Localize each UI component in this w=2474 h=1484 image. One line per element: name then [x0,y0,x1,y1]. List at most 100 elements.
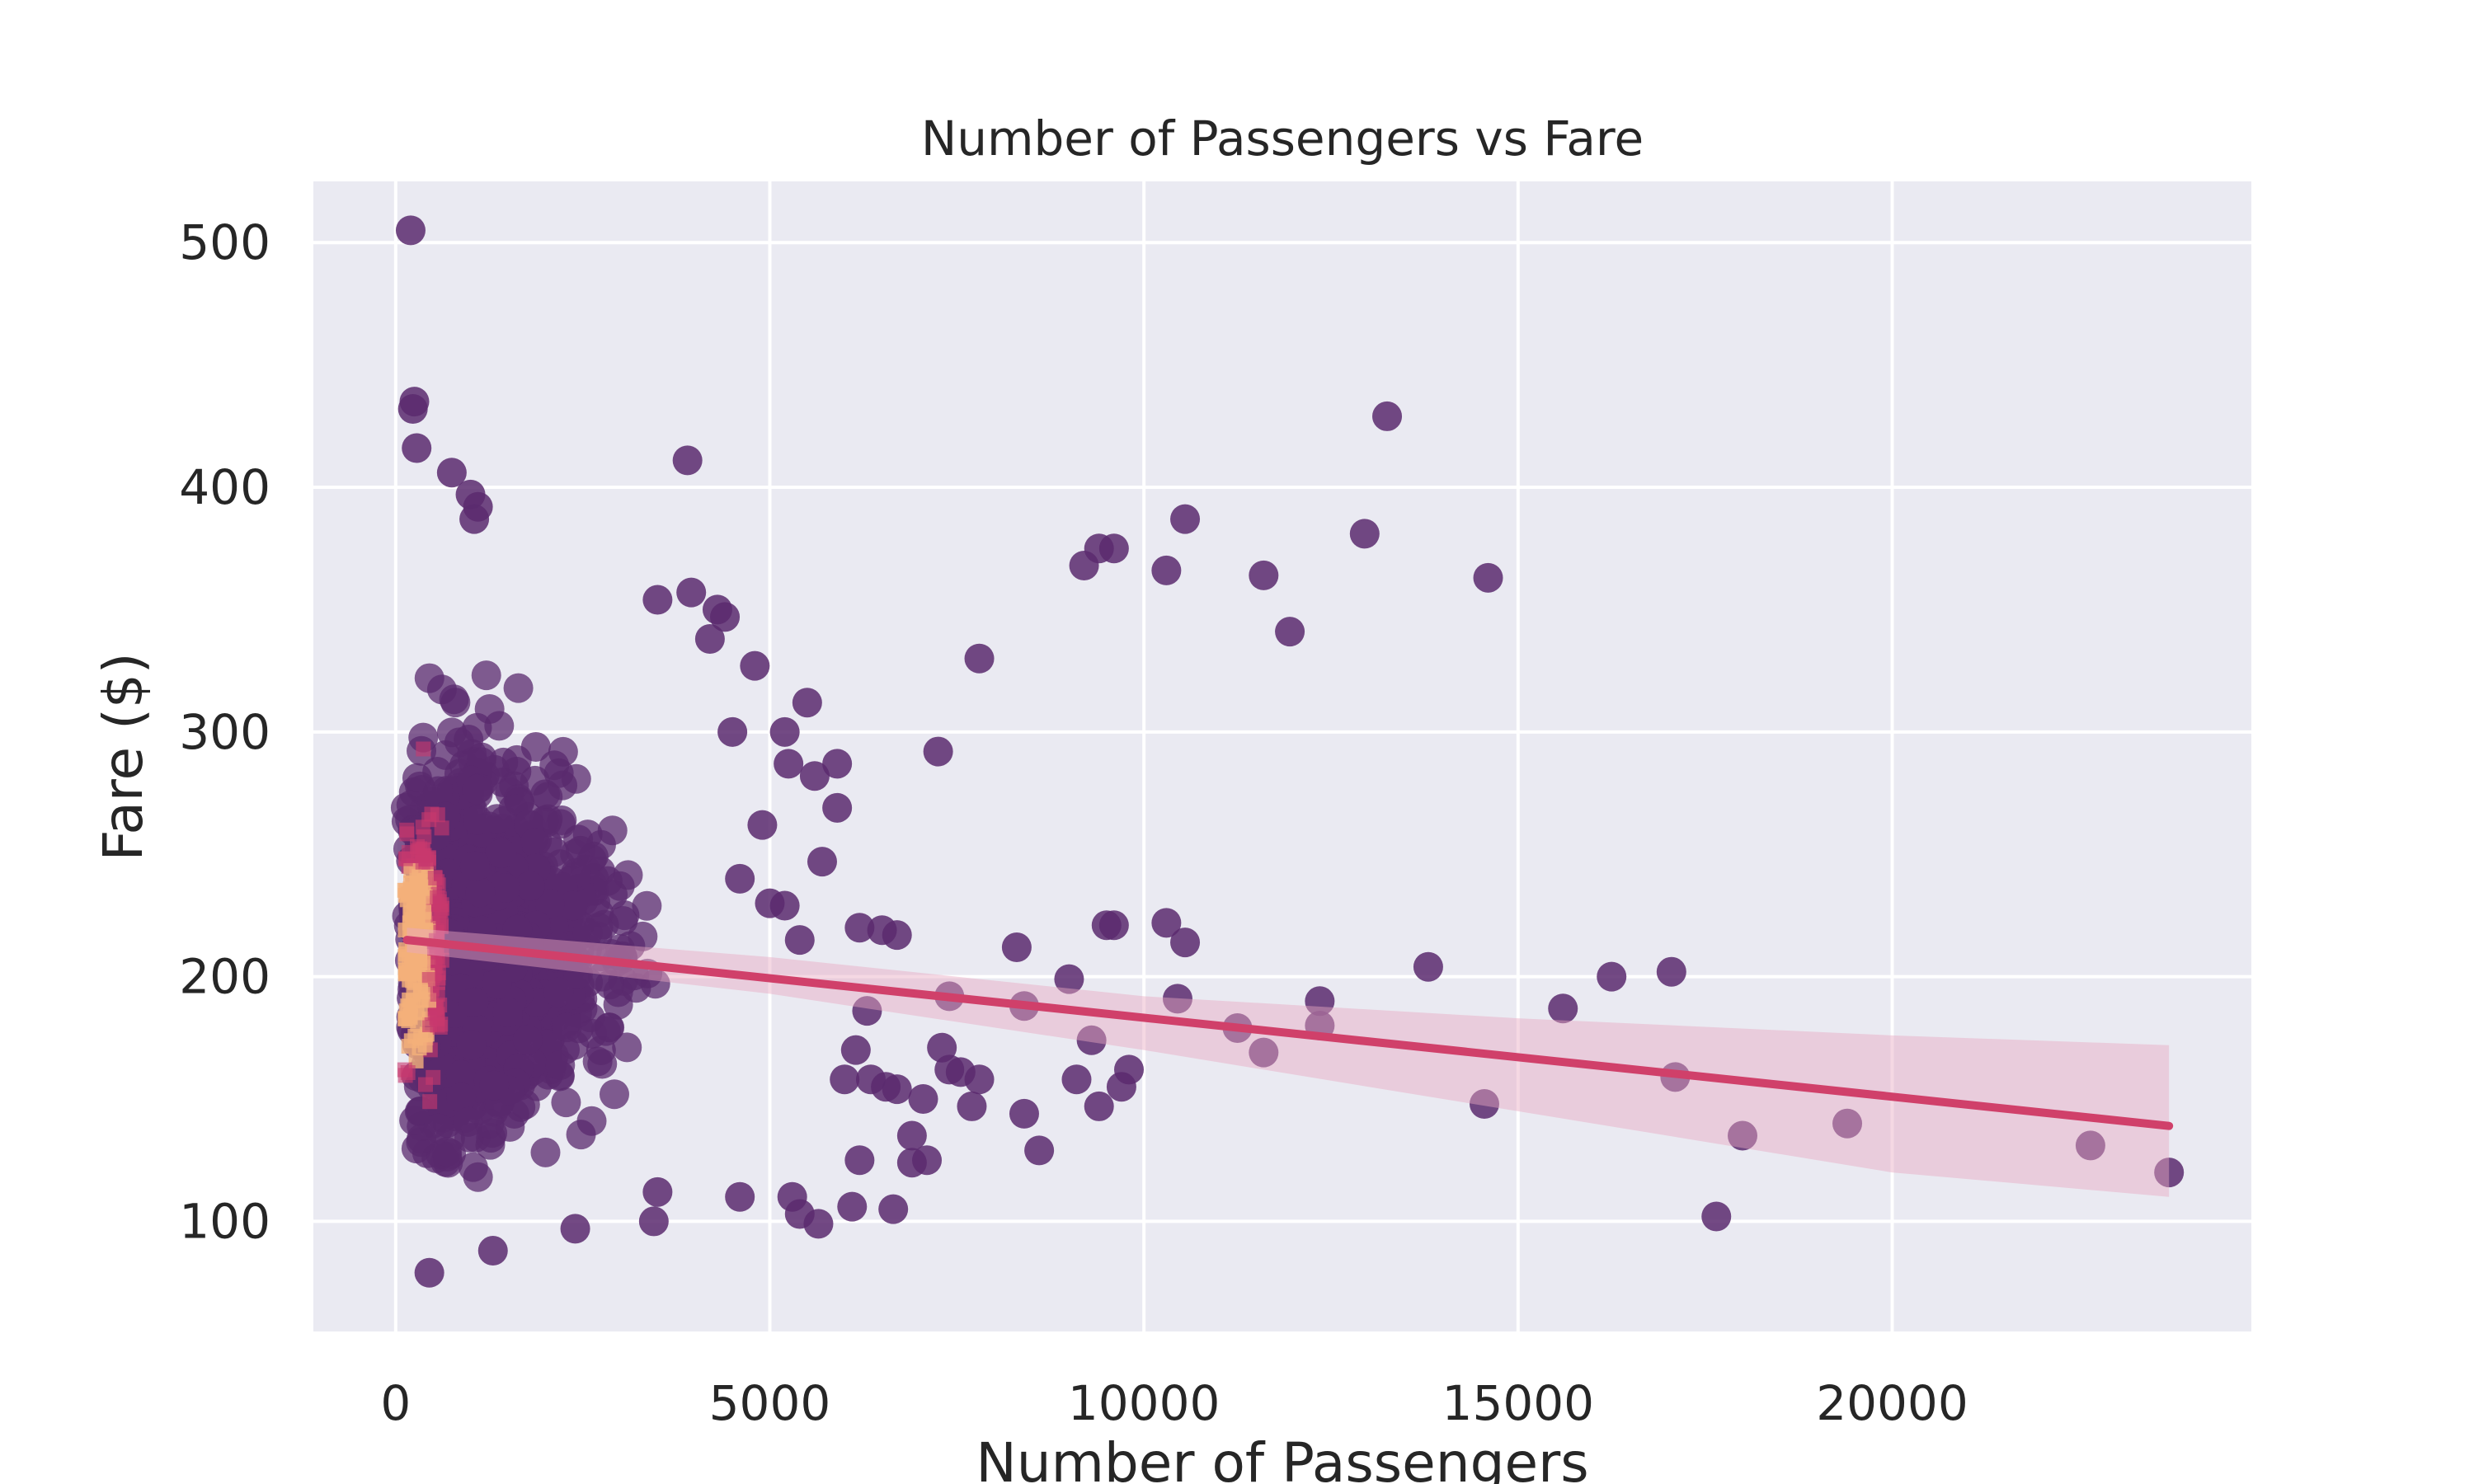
data-point [479,1070,510,1101]
y-tick-label: 100 [179,1193,270,1249]
data-point [543,977,574,1007]
y-axis-label: Fare ($) [92,652,155,861]
data-point [638,1206,669,1237]
data-point [414,663,444,693]
density-cell [421,851,436,866]
data-point [566,1120,596,1150]
density-cell [401,886,416,902]
data-point [799,761,830,791]
data-point [1098,910,1129,941]
data-point [1832,1108,1863,1139]
data-point [548,736,578,767]
data-point [436,458,467,488]
data-point [492,998,523,1028]
y-tick-label: 500 [179,214,270,270]
density-cell [430,890,445,905]
data-point [1249,560,1279,590]
data-points [395,215,2185,1288]
data-point [2154,1158,2185,1188]
data-point [545,1050,576,1080]
density-cell [415,819,430,835]
data-point [1061,1064,1092,1095]
plot-background [313,181,2251,1331]
density-cell [416,904,431,920]
data-point [467,915,497,946]
x-tick-label: 5000 [709,1375,831,1431]
data-point [1151,908,1182,938]
data-point [957,1091,987,1121]
data-point [2075,1130,2105,1161]
y-tick-label: 300 [179,704,270,760]
data-point [423,1113,454,1144]
data-point [923,736,953,767]
data-point [1170,504,1201,534]
data-point [642,1176,673,1207]
regression-fit [402,928,2174,1197]
data-point [632,890,662,921]
data-point [560,1214,590,1244]
data-point [599,1079,629,1110]
data-point [642,585,673,615]
density-cell [412,982,428,998]
data-point [717,716,748,747]
x-axis-ticks: 0 5000 10000 15000 20000 [380,1375,1968,1431]
data-point [432,1136,463,1167]
data-point [878,1194,909,1224]
data-point [964,643,995,674]
data-point [402,433,432,463]
data-point [740,650,770,681]
density-cell [434,820,449,836]
data-point [548,770,578,801]
data-point [1275,617,1305,647]
x-tick-label: 0 [380,1375,411,1431]
density-cell [422,1094,438,1110]
chart-title: Number of Passengers vs Fare [921,110,1644,167]
density-cell [397,1012,413,1027]
data-point [769,716,800,747]
data-point [512,1025,543,1055]
data-point [530,1137,561,1167]
data-point [803,1209,834,1239]
data-point [1170,928,1201,958]
density-cell [417,889,433,904]
data-point [563,1013,594,1044]
density-cell [427,944,443,960]
y-axis-ticks: 100 200 300 400 500 [179,214,270,1249]
data-point [603,989,633,1020]
data-point [672,445,703,476]
density-cell [399,826,415,842]
data-point [499,1099,529,1129]
data-point [598,880,628,910]
density-cell [412,1040,427,1056]
density-cell [416,956,431,971]
data-point [459,504,490,534]
data-point [597,815,628,846]
data-point [459,987,489,1017]
data-point [459,851,490,881]
data-point [397,394,428,425]
density-cell [403,862,419,878]
data-point [710,602,741,632]
data-point [844,1145,875,1176]
data-point [430,740,461,770]
data-point [1151,555,1182,585]
data-point [852,996,882,1026]
y-tick-label: 400 [179,459,270,515]
data-point [1701,1201,1732,1232]
data-point [964,1064,995,1095]
data-point [807,847,837,877]
data-point [1009,1098,1039,1129]
data-point [474,693,505,724]
data-point [1084,1091,1114,1121]
x-axis-label: Number of Passengers [976,1431,1588,1484]
data-point [502,914,533,945]
data-point [844,913,875,943]
data-point [908,1084,938,1115]
data-point [482,804,512,834]
data-point [912,1145,943,1176]
data-point [774,749,804,779]
data-point [551,1087,581,1118]
data-point [784,925,815,956]
data-point [676,577,707,608]
data-point [490,873,520,904]
